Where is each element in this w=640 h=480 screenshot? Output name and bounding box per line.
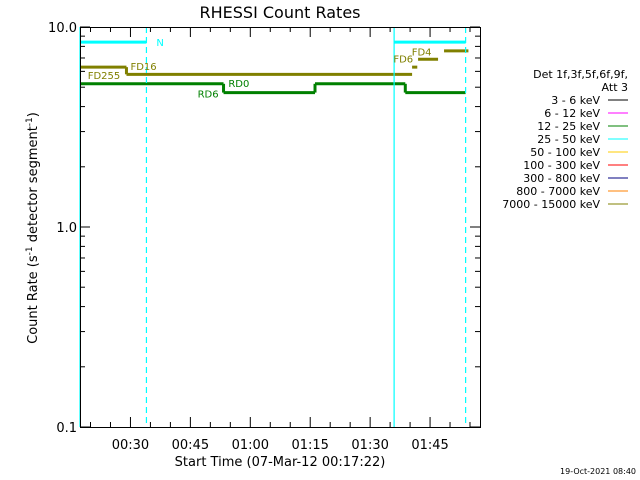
- annotation-fd4: FD4: [412, 47, 432, 58]
- plot-frame: [80, 27, 481, 428]
- y-tick-label: 10.0: [48, 21, 77, 36]
- y-label-part-1: Count Rate (s: [26, 255, 41, 344]
- legend-label-2: 12 - 25 keV: [537, 120, 600, 133]
- legend-label-0: 3 - 6 keV: [551, 94, 600, 107]
- x-axis-ticks: 00:30 00:45 01:00 01:15 01:30 01:45: [90, 27, 471, 453]
- annotation-fd255: FD255: [88, 71, 121, 82]
- y-label-sup-2: -1: [25, 117, 35, 126]
- legend-label-6: 300 - 800 keV: [523, 172, 600, 185]
- y-label-part-3: ): [26, 112, 41, 117]
- y-axis-ticks: 10.0 1.0 0.1: [48, 21, 480, 436]
- legend-label-5: 100 - 300 keV: [523, 159, 600, 172]
- annotation-rd6: RD6: [198, 90, 219, 101]
- chart-title: RHESSI Count Rates: [200, 3, 361, 22]
- x-tick-label: 01:00: [232, 438, 269, 453]
- legend-label-8: 7000 - 15000 keV: [502, 198, 600, 211]
- legend-label-3: 25 - 50 keV: [537, 133, 600, 146]
- annotation-rd0: RD0: [228, 79, 249, 90]
- legend-label-4: 50 - 100 keV: [530, 146, 600, 159]
- legend-header-attenuator: Att 3: [602, 81, 628, 94]
- y-tick-label: 0.1: [56, 421, 77, 436]
- annotation-fd6: FD6: [393, 55, 413, 66]
- annotation-n: N: [156, 38, 163, 49]
- legend-label-1: 6 - 12 keV: [544, 107, 600, 120]
- y-label-part-2: detector segment: [26, 126, 41, 246]
- x-tick-label: 01:45: [411, 438, 448, 453]
- legend-header-detectors: Det 1f,3f,5f,6f,9f,: [533, 68, 628, 81]
- x-axis-label: Start Time (07-Mar-12 00:17:22): [175, 455, 386, 470]
- x-tick-label: 00:45: [172, 438, 209, 453]
- annotation-fd16: FD16: [130, 62, 156, 73]
- y-tick-label: 1.0: [56, 221, 77, 236]
- x-tick-label: 01:30: [351, 438, 388, 453]
- vertical-lines-layer: [79, 27, 467, 427]
- y-axis-label: Count Rate (s-1 detector segment-1): [25, 112, 41, 344]
- x-tick-label: 01:15: [291, 438, 328, 453]
- y-label-sup-1: -1: [25, 246, 35, 255]
- legend-label-7: 800 - 7000 keV: [516, 185, 600, 198]
- x-tick-label: 00:30: [112, 438, 149, 453]
- series-layer: [80, 40, 469, 95]
- footer-timestamp: 19-Oct-2021 08:40: [560, 467, 636, 476]
